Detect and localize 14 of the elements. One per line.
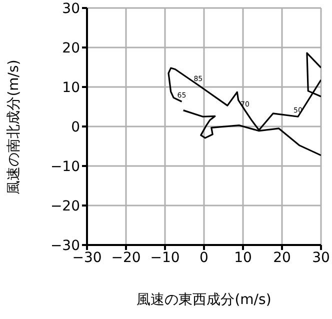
- y-axis-title: 風速の南北成分(m/s): [5, 59, 23, 194]
- y-tick-label: 0: [71, 119, 80, 136]
- x-tick-label: −20: [111, 250, 141, 266]
- x-tick-label: 30: [312, 250, 330, 266]
- x-tick-label: −10: [150, 250, 180, 266]
- y-tick-label: 20: [62, 40, 80, 56]
- y-tick-label: −10: [50, 158, 80, 175]
- x-tick-label: 10: [234, 250, 252, 266]
- y-tick-label: −20: [50, 198, 80, 214]
- x-tick-label: 20: [273, 250, 291, 266]
- y-tick-label: 30: [62, 0, 80, 17]
- x-axis-title: 風速の東西成分(m/s): [136, 291, 272, 309]
- x-tick-label: 0: [200, 250, 208, 266]
- y-tick-label: 10: [62, 80, 80, 96]
